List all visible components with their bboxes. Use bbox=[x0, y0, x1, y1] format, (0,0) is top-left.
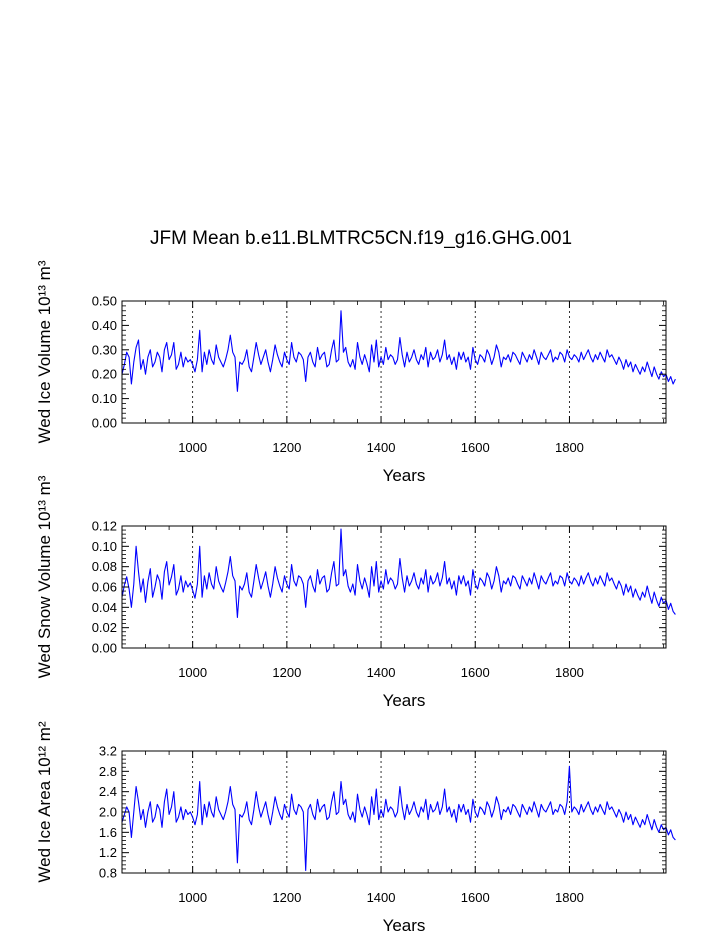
x-tick-label: 1000 bbox=[178, 665, 207, 680]
y-tick-label: 0.02 bbox=[92, 620, 117, 635]
y-tick-label: 0.00 bbox=[92, 641, 117, 656]
x-tick-label: 1400 bbox=[367, 890, 396, 905]
y-tick-label: 0.30 bbox=[92, 342, 117, 357]
y-tick-label: 0.50 bbox=[92, 294, 117, 309]
y-tick-label: 0.04 bbox=[92, 600, 117, 615]
y-tick-label: 0.40 bbox=[92, 318, 117, 333]
x-tick-label: 1400 bbox=[367, 665, 396, 680]
x-axis-label: Years bbox=[383, 916, 426, 935]
y-tick-label: 1.2 bbox=[99, 845, 117, 860]
series-line-1 bbox=[121, 310, 676, 392]
y-axis-label: Wed Ice Volume 10¹³ m³ bbox=[35, 260, 54, 443]
x-tick-label: 1800 bbox=[555, 665, 584, 680]
y-tick-label: 2.0 bbox=[99, 805, 117, 820]
x-tick-label: 1200 bbox=[272, 440, 301, 455]
y-tick-label: 0.8 bbox=[99, 866, 117, 881]
x-tick-label: 1600 bbox=[461, 665, 490, 680]
y-axis-label: Wed Snow Volume 10¹³ m³ bbox=[35, 475, 54, 678]
x-tick-label: 1200 bbox=[272, 665, 301, 680]
y-tick-label: 0.00 bbox=[92, 416, 117, 431]
y-tick-label: 0.12 bbox=[92, 519, 117, 534]
y-tick-label: 2.8 bbox=[99, 764, 117, 779]
x-tick-label: 1200 bbox=[272, 890, 301, 905]
x-axis-label: Years bbox=[383, 691, 426, 710]
series-line-3 bbox=[121, 765, 676, 872]
y-tick-label: 3.2 bbox=[99, 744, 117, 759]
series-line-2 bbox=[121, 528, 676, 619]
y-tick-label: 0.10 bbox=[92, 539, 117, 554]
x-tick-label: 1000 bbox=[178, 890, 207, 905]
y-tick-label: 0.06 bbox=[92, 580, 117, 595]
x-tick-label: 1800 bbox=[555, 890, 584, 905]
x-tick-label: 1600 bbox=[461, 890, 490, 905]
y-tick-label: 0.08 bbox=[92, 559, 117, 574]
y-tick-label: 2.4 bbox=[99, 784, 117, 799]
plot-frame bbox=[121, 300, 667, 424]
x-axis-label: Years bbox=[383, 466, 426, 485]
x-tick-label: 1000 bbox=[178, 440, 207, 455]
x-tick-label: 1600 bbox=[461, 440, 490, 455]
y-tick-label: 0.10 bbox=[92, 391, 117, 406]
y-axis-label: Wed Ice Area 10¹² m² bbox=[35, 721, 54, 883]
y-tick-label: 1.6 bbox=[99, 825, 117, 840]
figure-title: JFM Mean b.e11.BLMTRC5CN.f19_g16.GHG.001 bbox=[150, 228, 572, 249]
x-tick-label: 1400 bbox=[367, 440, 396, 455]
y-tick-label: 0.20 bbox=[92, 367, 117, 382]
x-tick-label: 1800 bbox=[555, 440, 584, 455]
